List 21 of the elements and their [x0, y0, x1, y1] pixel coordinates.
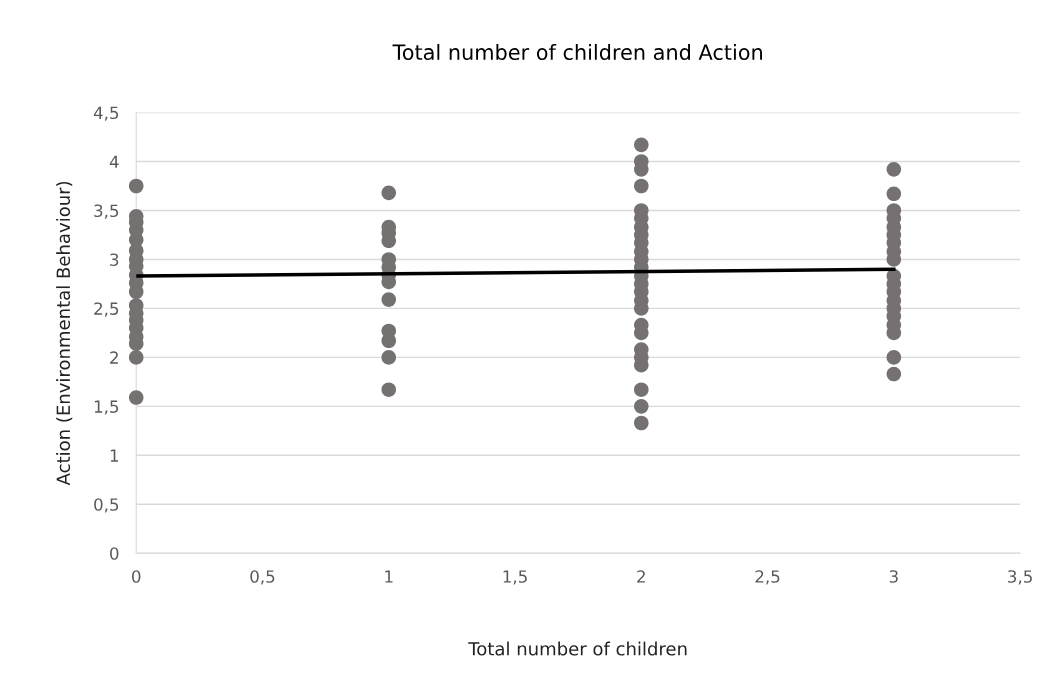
x-tick-label: 0 [132, 570, 141, 583]
y-tick-label: 2,5 [94, 302, 119, 317]
y-tick-label: 1 [110, 449, 119, 462]
y-tick-label: 0,5 [94, 498, 119, 513]
x-tick-label: 0,5 [250, 570, 275, 585]
x-tick-label: 1,5 [503, 570, 527, 585]
y-tick-label: 4,5 [93, 106, 119, 121]
x-tick-label: 2 [637, 570, 645, 583]
y-axis-title: Action (Environmental Behaviour) [56, 181, 73, 486]
y-tick-label: 0 [110, 547, 119, 560]
x-tick-label: 3 [889, 570, 898, 583]
x-tick-label: 1 [385, 570, 393, 583]
x-tick-label: 3,5 [1008, 570, 1032, 585]
y-tick-label: 1,5 [94, 400, 119, 415]
y-tick-label: 2 [110, 351, 118, 364]
chart-title: Total number of children and Action [392, 43, 762, 61]
y-tick-label: 3,5 [94, 204, 119, 219]
x-axis-title: Total number of children [468, 641, 687, 656]
x-tick-label: 2,5 [755, 570, 780, 585]
y-tick-label: 4 [109, 155, 119, 168]
y-tick-label: 3 [110, 253, 119, 267]
